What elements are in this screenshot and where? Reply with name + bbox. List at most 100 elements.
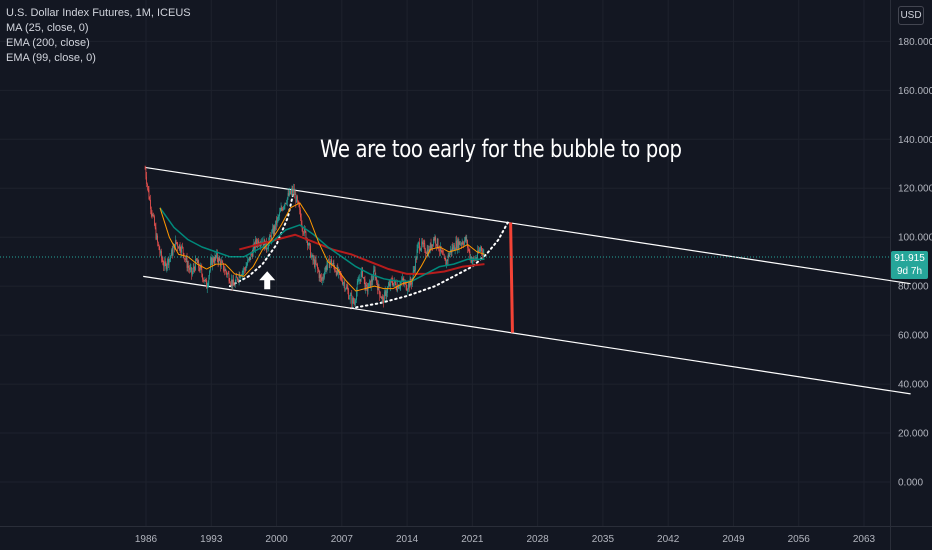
candle-body [392, 282, 394, 286]
candle-body [273, 226, 275, 235]
channel-lower-line [143, 275, 911, 395]
legend-ema99[interactable]: EMA (99, close, 0) [6, 52, 96, 64]
candle-body [245, 266, 247, 271]
candle-body [334, 266, 336, 271]
candle-body [439, 250, 440, 252]
candle-body [212, 258, 214, 266]
candle-body [272, 228, 274, 235]
candle-body [341, 276, 343, 281]
time-axis[interactable]: 1986 1993 2000 2007 2014 2021 2028 2035 2042 2049… [0, 526, 932, 546]
candle-body [300, 217, 302, 225]
candle-body [207, 283, 209, 287]
candle-body [162, 260, 164, 265]
candle-body [448, 254, 450, 257]
candle-body [477, 250, 478, 258]
candle-body [171, 249, 172, 256]
dotted-curves[interactable] [228, 192, 509, 310]
candle-body [222, 262, 224, 264]
up-arrow-shape [259, 271, 276, 290]
candle-body [396, 288, 398, 291]
candle-body [219, 257, 221, 261]
symbol-title[interactable]: U.S. Dollar Index Futures, 1M, ICEUS [6, 7, 191, 19]
candle-body [197, 260, 199, 264]
candle-body [185, 257, 187, 260]
candle-body [296, 196, 297, 203]
candle-body [283, 207, 284, 211]
candle-body [201, 268, 203, 275]
candle-body [417, 244, 419, 250]
candle-body [430, 243, 432, 249]
candle-body [166, 265, 168, 269]
candle-body [386, 292, 388, 297]
up-arrow-icon[interactable] [259, 271, 276, 290]
candle-body [416, 249, 418, 260]
candle-body [429, 243, 431, 252]
red-drop-line [509, 222, 514, 333]
candle-body [217, 259, 219, 263]
candle-body [398, 285, 399, 289]
candle-body [453, 245, 454, 250]
candle-body [289, 190, 290, 196]
candle-body [318, 268, 319, 272]
candle-body [375, 277, 377, 279]
trend-channel[interactable] [143, 166, 911, 395]
candle-body [424, 243, 426, 252]
candle-body [388, 283, 390, 286]
candle-body [291, 189, 293, 192]
candle-body [292, 189, 294, 193]
candle-body [215, 255, 217, 257]
candle-body [342, 282, 344, 285]
candle-body [481, 246, 482, 252]
candle-body [180, 250, 182, 253]
candle-body [304, 227, 306, 232]
currency-button[interactable]: USD [898, 6, 924, 25]
candle-body [446, 260, 448, 262]
candle-body [206, 286, 208, 289]
candle-body [155, 227, 157, 239]
candle-body [415, 258, 416, 271]
candle-body [318, 271, 320, 278]
legend-ema200[interactable]: EMA (200, close) [6, 37, 90, 49]
price-axis[interactable]: 0.000 20.000 40.000 60.000 80.000 100.000 120.… [890, 0, 932, 550]
candle-body [198, 260, 200, 268]
candle-body [293, 188, 294, 193]
candle-body [199, 267, 200, 271]
candle-body [352, 297, 354, 303]
candle-body [299, 206, 301, 211]
y-tick-label: 180.000 [898, 37, 932, 48]
candle-body [360, 272, 362, 281]
chart-annotation-text[interactable]: We are too early for the bubble to pop [320, 135, 682, 163]
candle-body [233, 279, 235, 286]
legend-ma25[interactable]: MA (25, close, 0) [6, 22, 89, 34]
y-tick-label: 80.000 [898, 282, 929, 293]
candle-body [164, 261, 166, 264]
candle-body [300, 210, 301, 218]
candle-body [346, 286, 348, 289]
candle-body [314, 260, 316, 268]
candle-body [407, 289, 409, 291]
candle-body [387, 285, 389, 288]
candle-body [247, 260, 248, 265]
candle-body [406, 289, 408, 291]
candle-body [295, 194, 297, 203]
candle-body [226, 272, 228, 275]
candle-body [367, 288, 369, 292]
candle-body [214, 255, 216, 263]
candle-body [393, 283, 395, 286]
candle-body [332, 262, 334, 265]
candle-body [455, 240, 457, 250]
candle-body [345, 286, 347, 289]
candle-body [179, 244, 181, 251]
candle-body [366, 284, 367, 287]
candle-body [363, 277, 364, 278]
drop-line[interactable] [509, 222, 514, 333]
x-tick-label: 2000 [265, 534, 288, 545]
candle-body [357, 281, 359, 284]
x-tick-label: 2007 [331, 534, 354, 545]
candle-body [168, 259, 169, 265]
candle-body [373, 269, 375, 271]
candle-body [150, 208, 152, 213]
candle-body [433, 239, 435, 240]
candle-body [353, 302, 355, 304]
